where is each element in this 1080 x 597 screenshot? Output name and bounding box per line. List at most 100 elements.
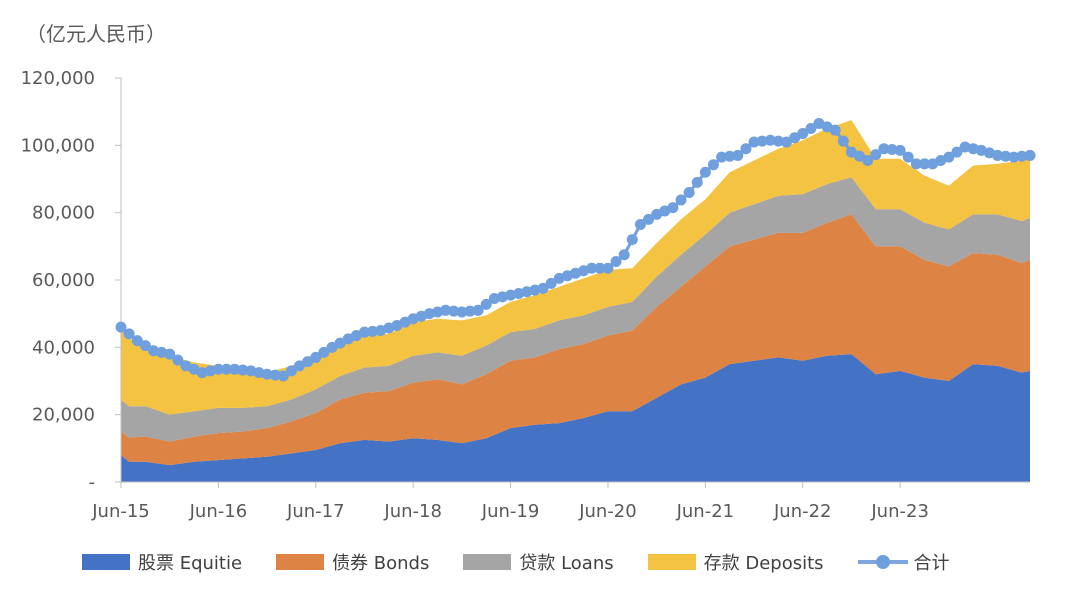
legend-label-loans: 贷款 Loans <box>519 553 614 574</box>
total-point <box>643 213 655 225</box>
total-point <box>221 363 233 375</box>
x-tick-label: Jun-18 <box>383 501 442 522</box>
total-point <box>910 158 922 170</box>
x-tick-label: Jun-16 <box>189 501 248 522</box>
area-bonds <box>121 214 1030 466</box>
total-point <box>545 277 557 289</box>
total-point <box>886 144 898 156</box>
total-point <box>878 143 890 155</box>
total-point <box>594 262 606 274</box>
total-point <box>992 149 1004 161</box>
total-point <box>707 159 719 171</box>
x-tick-label: Jun-20 <box>578 501 637 522</box>
total-point <box>440 304 452 316</box>
legend: 股票 Equitie 债券 Bonds 贷款 Loans 存款 Deposits… <box>82 549 950 575</box>
total-point <box>318 346 330 358</box>
chart-canvas: - 20,000 40,000 60,000 80,000 100,000 120,000 J… <box>21 68 1036 522</box>
total-point <box>229 363 241 375</box>
y-tick-label: 100,000 <box>21 135 95 156</box>
x-tick-label: Jun-15 <box>91 501 150 522</box>
total-point <box>829 124 841 136</box>
y-tick-label: 120,000 <box>21 68 95 89</box>
total-point <box>326 341 338 353</box>
total-point <box>334 337 346 349</box>
legend-label-deposits: 存款 Deposits <box>703 553 824 574</box>
total-point <box>302 356 314 368</box>
total-point <box>277 370 289 382</box>
legend-item-deposits[interactable]: 存款 Deposits <box>647 549 824 575</box>
y-axis-unit-label: （亿元人民币） <box>26 22 166 46</box>
total-point <box>367 325 379 337</box>
total-point <box>634 218 646 230</box>
equities-swatch <box>82 554 130 570</box>
total-point <box>1016 150 1028 162</box>
total-point <box>261 368 273 380</box>
total-point <box>943 151 955 163</box>
total-point <box>1024 149 1036 161</box>
loans-swatch <box>463 554 512 570</box>
total-point <box>139 340 151 352</box>
x-tick-label: Jun-22 <box>773 501 832 522</box>
legend-item-total[interactable]: 合计 <box>857 549 950 575</box>
total-point <box>131 335 143 347</box>
total-point <box>456 306 468 318</box>
y-tick-label: 80,000 <box>32 203 95 224</box>
total-point <box>781 136 793 148</box>
total-point <box>610 255 622 267</box>
total-point <box>602 262 614 274</box>
legend-label-equities: 股票 Equitie <box>138 553 243 574</box>
legend-label-total: 合计 <box>913 553 950 574</box>
total-point <box>699 166 711 178</box>
x-tick-label: Jun-17 <box>286 501 345 522</box>
total-point <box>837 135 849 147</box>
total-point <box>724 150 736 162</box>
total-point <box>537 282 549 294</box>
total-point <box>164 348 176 360</box>
total-point <box>951 146 963 158</box>
deposits-swatch <box>647 554 696 570</box>
total-point <box>269 369 281 381</box>
total-point <box>123 328 135 340</box>
total-point <box>448 305 460 317</box>
total-point <box>691 176 703 188</box>
y-tick-label: - <box>89 472 96 493</box>
y-tick-label: 40,000 <box>32 337 95 358</box>
total-point <box>675 194 687 206</box>
legend-item-bonds[interactable]: 债券 Bonds <box>276 549 429 575</box>
area-loans <box>121 177 1030 442</box>
total-line-swatch <box>857 552 908 572</box>
total-point <box>764 134 776 146</box>
total-point <box>480 298 492 310</box>
total-point <box>797 128 809 140</box>
x-tick-label: Jun-23 <box>870 501 929 522</box>
total-point <box>845 146 857 158</box>
total-point <box>870 149 882 161</box>
total-point <box>358 326 370 338</box>
area-equities <box>121 354 1030 482</box>
legend-item-equities[interactable]: 股票 Equitie <box>82 549 242 575</box>
total-point <box>772 135 784 147</box>
total-point <box>1000 150 1012 162</box>
total-point <box>740 143 752 155</box>
legend-item-loans[interactable]: 贷款 Loans <box>463 549 614 575</box>
total-point <box>894 144 906 156</box>
total-point <box>237 364 249 376</box>
total-point <box>172 354 184 366</box>
total-point <box>586 262 598 274</box>
legend-label-bonds: 债券 Bonds <box>332 553 430 574</box>
total-point <box>902 151 914 163</box>
total-point <box>1008 151 1020 163</box>
y-tick-label: 20,000 <box>32 405 95 426</box>
total-point <box>805 123 817 134</box>
total-point <box>115 321 127 333</box>
bonds-swatch <box>276 554 325 570</box>
total-point <box>789 132 801 144</box>
total-point <box>683 186 695 198</box>
y-tick-label: 60,000 <box>32 270 95 291</box>
total-point <box>310 351 322 363</box>
total-point <box>748 136 760 148</box>
total-point <box>854 150 866 162</box>
total-point <box>756 135 768 147</box>
total-point <box>716 151 728 163</box>
total-point <box>732 149 744 161</box>
